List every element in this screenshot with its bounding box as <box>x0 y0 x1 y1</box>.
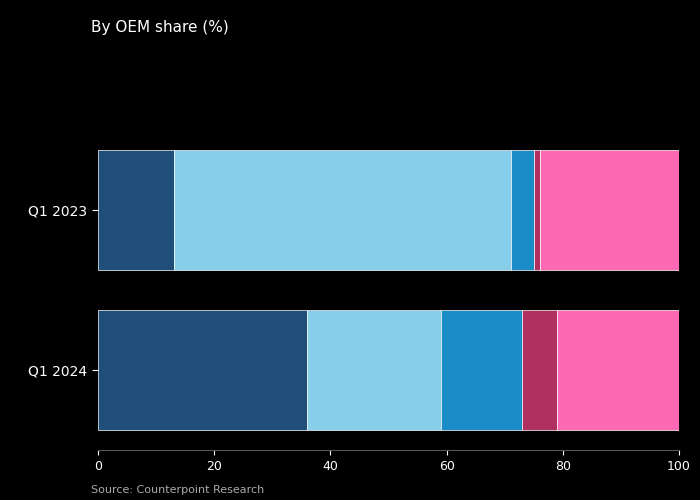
Bar <box>540 150 679 270</box>
Bar <box>98 310 307 430</box>
Bar <box>98 150 174 270</box>
Bar <box>307 310 441 430</box>
Bar <box>510 150 533 270</box>
Bar <box>557 310 679 430</box>
Bar <box>174 150 510 270</box>
Text: By OEM share (%): By OEM share (%) <box>91 20 229 35</box>
Bar <box>441 310 522 430</box>
Bar <box>522 310 557 430</box>
Text: Source: Counterpoint Research: Source: Counterpoint Research <box>91 485 265 495</box>
Bar <box>534 150 540 270</box>
